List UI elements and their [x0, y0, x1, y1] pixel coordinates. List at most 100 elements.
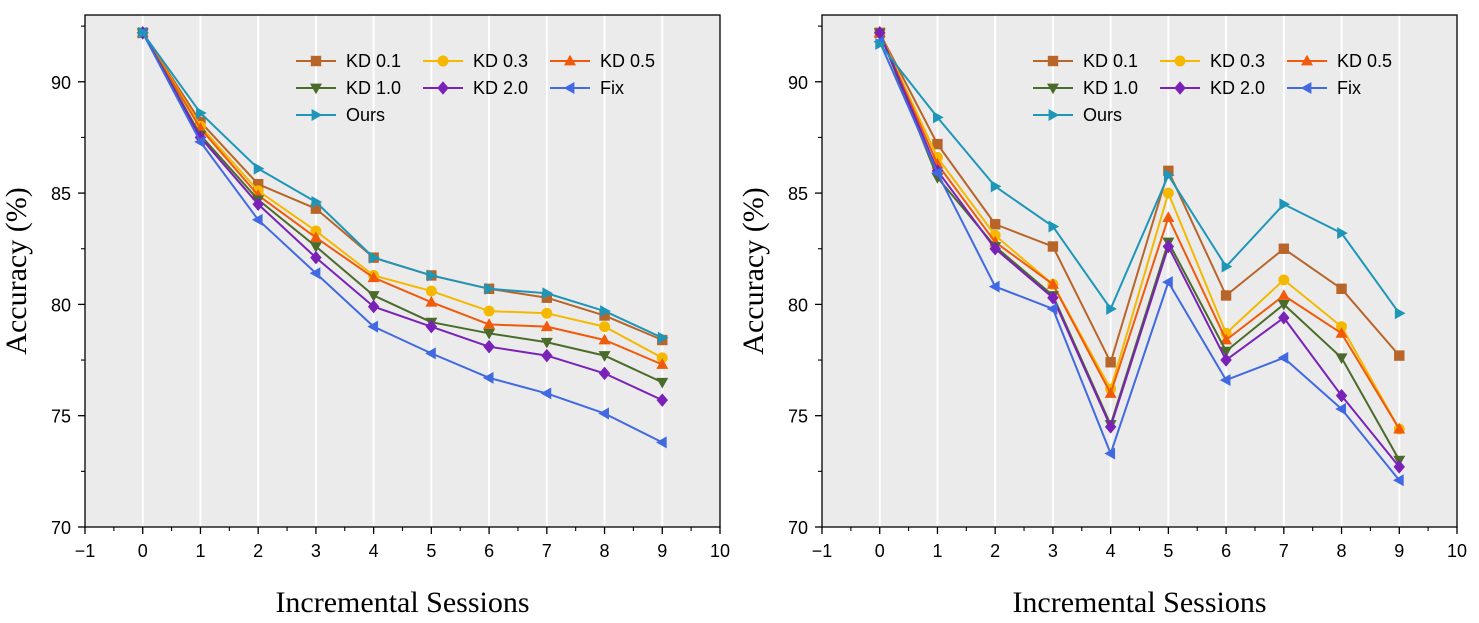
x-tick-label: 3 [311, 541, 321, 561]
data-point [875, 37, 886, 50]
data-point [253, 162, 265, 175]
data-point [1104, 387, 1117, 398]
data-point [482, 371, 494, 384]
data-point [1335, 327, 1348, 338]
data-point [483, 328, 496, 340]
legend-marker [563, 82, 575, 94]
legend-item: KD 1.0 [296, 78, 401, 98]
data-point [874, 26, 886, 40]
data-point [310, 250, 322, 265]
legend-item: KD 0.1 [1033, 51, 1138, 71]
x-tick-label: 0 [875, 541, 885, 561]
data-point [1336, 283, 1347, 295]
data-point [426, 269, 438, 282]
data-point [425, 285, 437, 297]
data-point [425, 295, 438, 307]
legend: KD 0.1 KD 0.3 KD 0.5 KD 1.0 KD 2.0 Fix Ours [296, 51, 655, 125]
data-point [540, 387, 552, 400]
x-tick-label: 8 [1337, 541, 1347, 561]
data-point [367, 291, 380, 302]
legend-item: KD 2.0 [1160, 78, 1265, 98]
legend-label: Fix [1337, 78, 1361, 98]
data-point [1278, 243, 1290, 254]
legend-item: KD 1.0 [1033, 78, 1138, 98]
data-point [194, 130, 207, 145]
series-ours [138, 26, 669, 344]
data-point [309, 231, 322, 243]
data-point [484, 282, 496, 295]
y-tick-label: 80 [51, 295, 71, 315]
data-point [600, 305, 611, 318]
x-tick-label: 7 [1279, 541, 1289, 561]
legend-marker [310, 83, 322, 95]
legend-label: KD 1.0 [1083, 78, 1138, 98]
data-point [1277, 351, 1289, 364]
series-line [141, 32, 663, 384]
data-point [599, 321, 611, 333]
data-point [1104, 447, 1116, 460]
y-tick-label: 85 [51, 184, 71, 204]
y-tick-label: 85 [788, 184, 808, 204]
data-point [1278, 274, 1290, 286]
data-point [988, 280, 1000, 293]
y-tick-label: 70 [51, 518, 71, 538]
legend-item: KD 0.3 [423, 51, 528, 71]
data-point [311, 196, 323, 208]
series-line [878, 32, 1401, 430]
x-tick-label: −1 [75, 541, 96, 561]
series-line [141, 32, 663, 444]
data-point [933, 111, 944, 124]
x-tick-label: 9 [1394, 541, 1404, 561]
data-point [483, 305, 495, 317]
series-line [878, 32, 1401, 461]
legend-label: KD 1.0 [346, 78, 401, 98]
legend-marker [437, 55, 449, 67]
data-point [1162, 211, 1175, 222]
x-tick-label: 9 [657, 541, 667, 561]
data-point [1336, 321, 1348, 333]
data-point [598, 407, 609, 420]
data-point [1337, 227, 1348, 240]
series-line [878, 43, 1401, 314]
legend-marker [1047, 55, 1059, 67]
data-point [1046, 278, 1059, 289]
data-point [1047, 241, 1059, 252]
x-tick-label: 7 [542, 541, 552, 561]
data-point [196, 106, 207, 119]
legend-marker [311, 109, 323, 121]
data-point [656, 352, 668, 364]
data-point [367, 320, 379, 333]
plot-area [822, 15, 1457, 527]
legend-marker [1047, 83, 1059, 95]
series-line [141, 32, 663, 359]
data-point [1106, 302, 1117, 315]
data-point [598, 351, 611, 362]
legend-label: Ours [1083, 105, 1122, 125]
legend-label: KD 0.1 [346, 51, 401, 71]
y-tick-label: 75 [788, 407, 808, 427]
legend-marker [1300, 82, 1312, 94]
data-point [369, 251, 380, 264]
data-point [541, 348, 553, 363]
x-tick-label: 2 [253, 541, 263, 561]
data-point [541, 292, 553, 303]
x-tick-label: 4 [1106, 541, 1116, 561]
series-line [878, 32, 1401, 364]
data-point [1277, 299, 1290, 311]
data-point [540, 337, 553, 349]
data-point [310, 203, 322, 214]
data-point [989, 219, 1001, 230]
data-point [542, 287, 554, 300]
data-point [1220, 290, 1232, 301]
legend-marker [564, 54, 576, 66]
x-tick-label: 5 [1163, 541, 1173, 561]
data-point [656, 358, 669, 369]
legend: KD 0.1 KD 0.3 KD 0.5 KD 1.0 KD 2.0 Fix Ours [1033, 51, 1392, 125]
data-point [1393, 460, 1405, 474]
series-line [141, 32, 663, 339]
data-point [598, 366, 611, 381]
data-point [194, 135, 205, 148]
data-point [1393, 474, 1404, 487]
data-point [932, 138, 943, 150]
